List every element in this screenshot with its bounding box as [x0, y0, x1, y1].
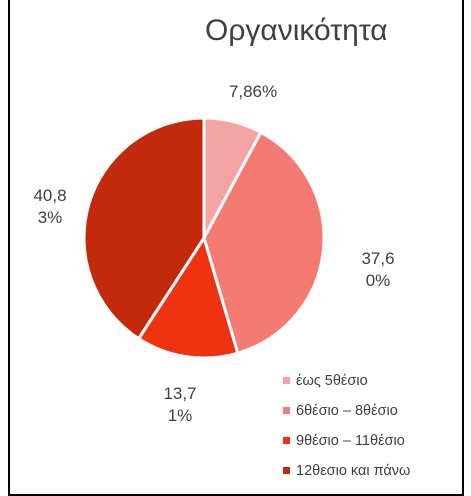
data-label: 7,86%: [228, 82, 278, 101]
legend-item: έως 5θέσιο: [283, 373, 368, 389]
legend-label: 6θέσιο – 8θέσιο: [296, 403, 398, 419]
legend-swatch: [283, 467, 290, 474]
legend-swatch: [283, 407, 290, 414]
data-label: 40,83%: [33, 186, 67, 227]
pie-slice: [202, 130, 326, 355]
legend-item: 6θέσιο – 8θέσιο: [283, 403, 398, 419]
legend-label: έως 5θέσιο: [296, 373, 368, 389]
data-label: 13,71%: [163, 384, 197, 425]
data-label: 37,60%: [361, 249, 395, 290]
legend-item: 9θέσιο – 11θέσιο: [283, 433, 405, 449]
legend-item: 12θεσιο και πάνω: [283, 463, 410, 479]
chart-frame: [8, 0, 464, 496]
legend-label: 12θεσιο και πάνω: [296, 463, 411, 479]
legend-swatch: [283, 377, 290, 384]
legend-label: 9θέσιο – 11θέσιο: [296, 433, 405, 449]
pie-slice: [82, 116, 206, 341]
pie-slice: [137, 236, 240, 360]
chart-title: Οργανικότητα: [205, 14, 388, 47]
legend-swatch: [283, 437, 290, 444]
